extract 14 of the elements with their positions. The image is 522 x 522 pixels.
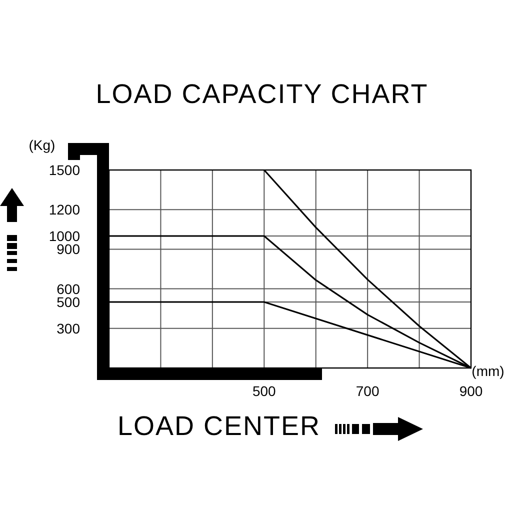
text: (mm) xyxy=(472,363,504,379)
y-tick-label: 1500 xyxy=(48,162,80,178)
x-tick-label: 500 xyxy=(252,383,276,399)
x-tick-label: 900 xyxy=(459,383,483,399)
y-tick-label: 600 xyxy=(56,280,80,297)
y-tick-label: 1000 xyxy=(48,228,80,244)
x-tick-label: 700 xyxy=(356,383,380,399)
y-axis-title: (Kg) xyxy=(28,137,56,153)
x-axis-title: LOAD CENTER xyxy=(117,411,321,441)
y-tick-label: 1200 xyxy=(48,202,80,218)
y-tick-label: 900 xyxy=(56,241,80,258)
y-tick-label: 300 xyxy=(56,320,80,336)
chart-title: LOAD CAPACITY CHART xyxy=(96,79,428,109)
y-tick-label: 500 xyxy=(56,294,80,310)
